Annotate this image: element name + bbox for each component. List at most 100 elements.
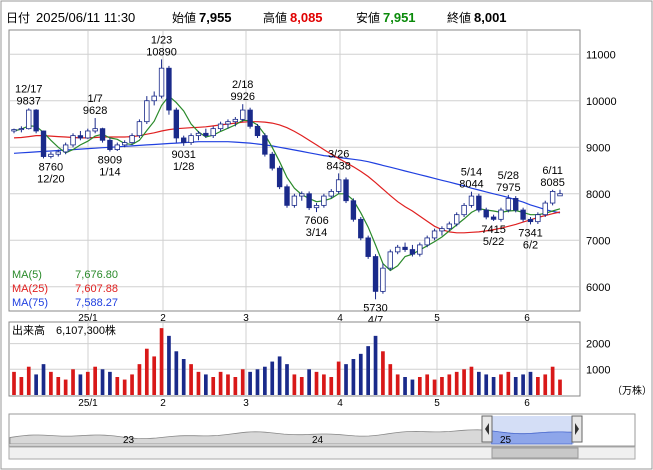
volume-value: 6,107,300株: [56, 323, 116, 337]
candle: [254, 124, 261, 138]
candle: [262, 133, 268, 157]
candle-body: [335, 179, 342, 192]
candle-body: [321, 195, 327, 206]
candle: [476, 193, 482, 213]
volume-bar: [454, 371, 459, 395]
candle: [107, 137, 113, 152]
candle: [129, 133, 135, 145]
price-x-tick-label: 2: [160, 313, 166, 324]
candle-body: [542, 202, 548, 216]
candle-body: [85, 130, 91, 139]
volume-y-tick-label: 1000: [586, 364, 610, 376]
candle-body: [240, 109, 246, 120]
candle: [121, 140, 128, 148]
candle: [306, 191, 312, 211]
candle: [350, 198, 357, 222]
volume-bar: [550, 366, 555, 395]
candle-body: [557, 193, 563, 197]
annotation-text: 7341: [518, 227, 542, 239]
candle: [40, 130, 47, 159]
candle: [313, 203, 320, 213]
volume-bar: [34, 374, 38, 395]
price-y-axis: 6000 7000 8000 9000 10000 11000: [586, 49, 617, 294]
candle: [483, 207, 489, 220]
volume-bar: [469, 366, 474, 395]
candle: [26, 108, 32, 130]
price-x-tick-label: 6: [524, 313, 530, 324]
volume-bar: [174, 351, 179, 395]
navigator-label-25: 25: [500, 435, 512, 446]
volume-bar: [491, 377, 496, 395]
header-datetime: 2025/06/11 11:30: [36, 10, 135, 25]
candle-body: [33, 109, 39, 132]
candle-body: [188, 135, 194, 143]
candle-body: [365, 237, 371, 257]
candle: [402, 242, 408, 252]
candle: [468, 191, 475, 208]
candle-body: [299, 193, 305, 197]
volume-bar: [248, 371, 252, 395]
candle-body: [77, 135, 84, 139]
candle-body: [151, 95, 157, 102]
volume-bar: [63, 379, 68, 395]
candle: [210, 126, 216, 138]
candle-body: [254, 125, 261, 137]
candle: [62, 142, 69, 155]
scrollbar-thumb[interactable]: [491, 447, 579, 459]
candle-body: [402, 246, 408, 250]
volume-x-tick-label: 5: [434, 398, 440, 409]
candle: [188, 133, 194, 145]
close-value: 8,001: [474, 10, 507, 25]
candle-body: [129, 135, 135, 143]
candle: [99, 127, 106, 143]
price-x-tick-label: 5: [434, 313, 440, 324]
candle: [247, 107, 253, 129]
volume-bar: [307, 369, 311, 395]
volume-bar: [93, 366, 98, 395]
navigator-label-23: 23: [123, 435, 135, 446]
candle: [431, 228, 438, 241]
candle: [203, 128, 209, 138]
scrollbar-track[interactable]: [8, 446, 636, 460]
scrollbar[interactable]: [8, 446, 636, 460]
volume-bar: [108, 371, 112, 395]
annotation-text: 8438: [326, 160, 350, 172]
volume-bar: [12, 371, 16, 395]
annotation-text: 8085: [540, 177, 564, 189]
candle-body: [417, 244, 423, 255]
price-panel: [8, 29, 581, 312]
volume-bar: [432, 379, 437, 395]
candle-body: [18, 128, 25, 131]
candles: [11, 59, 563, 300]
candle-body: [490, 216, 497, 220]
high-value: 8,085: [290, 10, 323, 25]
candle-body: [195, 132, 202, 137]
annotation-text: 1/28: [173, 161, 194, 173]
annotation-text: 5/28: [498, 170, 519, 182]
candle-body: [70, 135, 76, 146]
candle: [276, 165, 283, 190]
volume-bar: [358, 353, 363, 395]
price-y-tick-label: 8000: [586, 189, 610, 201]
candle: [372, 254, 379, 300]
volume-bar: [19, 377, 24, 395]
candle: [114, 142, 120, 151]
candle: [269, 151, 275, 171]
volume-bar: [506, 371, 511, 395]
volume-bar: [440, 377, 444, 395]
legend-ma75-label: MA(75): [12, 297, 48, 309]
volume-bar: [203, 374, 208, 395]
candle: [527, 217, 534, 225]
volume-bar: [476, 371, 481, 395]
candle-body: [48, 153, 54, 157]
navigator[interactable]: 23 24 25: [8, 413, 636, 447]
candle: [55, 149, 61, 157]
volume-bar: [226, 374, 230, 395]
price-y-tick-label: 7000: [586, 235, 610, 247]
annotation-text: 5730: [363, 302, 387, 314]
volume-x-tick-label: 3: [243, 398, 249, 409]
